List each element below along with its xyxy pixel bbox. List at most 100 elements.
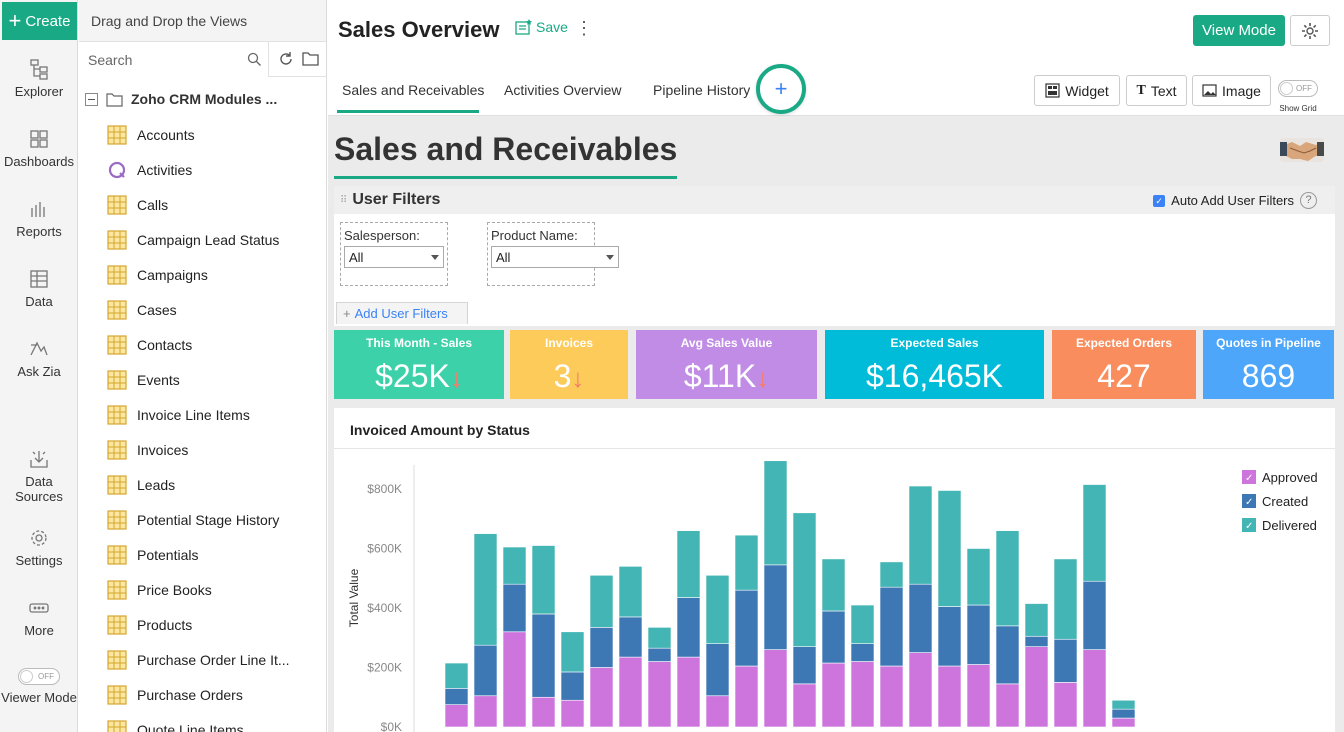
bar-segment-created	[966, 604, 991, 665]
widget-label: Widget	[1065, 82, 1109, 99]
bar-segment-delivered	[1082, 484, 1107, 582]
title-underline	[334, 176, 677, 179]
bar-segment-approved	[908, 652, 933, 728]
refresh-icon[interactable]	[278, 51, 294, 67]
save-button[interactable]: Save	[515, 18, 568, 36]
user-filters-title: User Filters	[352, 191, 441, 208]
module-name: Accounts	[137, 126, 195, 143]
rail-label: Data Sources	[15, 474, 63, 504]
module-item[interactable]: Accounts	[107, 117, 322, 152]
module-item[interactable]: Potential Stage History	[107, 502, 322, 537]
view-mode-button[interactable]: View Mode	[1193, 15, 1285, 46]
rail-item-data[interactable]: Data	[0, 268, 78, 309]
kpi-card[interactable]: Avg Sales Value $11K↓	[636, 330, 817, 399]
folder-icon[interactable]	[302, 51, 319, 66]
module-item[interactable]: Cases	[107, 292, 322, 327]
query-icon	[108, 161, 126, 178]
bar-segment-created	[502, 583, 527, 633]
rail-item-settings[interactable]: Settings	[0, 527, 78, 568]
table-icon	[107, 614, 127, 635]
create-button[interactable]: + Create	[2, 2, 77, 40]
bar-segment-delivered	[531, 545, 556, 615]
module-item[interactable]: Leads	[107, 467, 322, 502]
handshake-icon	[1280, 138, 1324, 162]
module-name: Events	[137, 371, 180, 388]
settings-button[interactable]	[1290, 15, 1330, 46]
rail-item-reports[interactable]: Reports	[0, 198, 78, 239]
toggle-state: OFF	[1296, 84, 1312, 93]
tab-pipeline-history[interactable]: Pipeline History	[653, 82, 751, 98]
module-item[interactable]: Contacts	[107, 327, 322, 362]
search-icon[interactable]	[247, 52, 262, 67]
add-image-button[interactable]: Image	[1192, 75, 1271, 106]
kpi-value: 427	[1097, 358, 1151, 394]
bar-segment-approved	[937, 665, 962, 728]
drag-handle-icon[interactable]: ⠿	[340, 194, 347, 206]
tab-activities-overview[interactable]: Activities Overview	[504, 82, 622, 98]
rail-item-dashboards[interactable]: Dashboards	[0, 128, 78, 169]
kpi-card[interactable]: Expected Sales $16,465K	[825, 330, 1044, 399]
table-icon	[107, 369, 127, 390]
help-icon[interactable]: ?	[1300, 192, 1317, 209]
module-item[interactable]: Price Books	[107, 572, 322, 607]
bar-segment-approved	[618, 656, 643, 728]
auto-add-checkbox[interactable]: ✓	[1153, 194, 1166, 207]
rail-item-data-sources[interactable]: Data Sources	[0, 448, 78, 504]
kpi-card[interactable]: Expected Orders 427	[1052, 330, 1196, 399]
kpi-value: 3	[553, 358, 572, 394]
rail-label: Viewer Mode	[1, 690, 77, 705]
module-item[interactable]: Purchase Orders	[107, 677, 322, 712]
add-widget-button[interactable]: Widget	[1034, 75, 1120, 106]
filter-salesperson: Salesperson: All	[340, 222, 448, 286]
kebab-menu-icon[interactable]: ⋮	[575, 18, 593, 38]
legend-check-icon: ✓	[1245, 473, 1253, 484]
rail-item-more[interactable]: More	[0, 597, 78, 638]
product-name-select[interactable]: All	[491, 246, 619, 268]
table-icon	[107, 229, 127, 250]
bar-segment-created	[1082, 580, 1107, 650]
add-tab-button[interactable]: +	[756, 64, 806, 114]
bar-segment-approved	[676, 656, 701, 728]
bar-segment-created	[589, 627, 614, 668]
search-input[interactable]	[79, 42, 269, 77]
viewer-mode-toggle[interactable]: OFF Viewer Mode	[0, 668, 78, 705]
folder-icon	[106, 92, 123, 107]
module-item[interactable]: Potentials	[107, 537, 322, 572]
data-sources-icon	[30, 451, 48, 468]
y-axis-label: Total Value	[347, 568, 361, 627]
add-user-filters-button[interactable]: + Add User Filters	[336, 302, 468, 324]
module-item[interactable]: Activities	[107, 152, 322, 187]
collapse-icon[interactable]	[85, 92, 98, 106]
module-item[interactable]: Quote Line Items	[107, 712, 322, 732]
salesperson-select[interactable]: All	[344, 246, 444, 268]
toggle-switch[interactable]: OFF	[1278, 80, 1318, 97]
kpi-value-wrap: $11K↓	[636, 358, 817, 395]
bar-segment-delivered	[705, 574, 730, 644]
module-item[interactable]: Calls	[107, 187, 322, 222]
module-item[interactable]: Products	[107, 607, 322, 642]
bar-segment-approved	[792, 683, 817, 728]
module-name: Activities	[137, 161, 193, 178]
module-tree-root[interactable]: Zoho CRM Modules ...	[85, 86, 277, 112]
tab-sales-and-receivables[interactable]: Sales and Receivables	[342, 82, 485, 98]
module-item[interactable]: Campaign Lead Status	[107, 222, 322, 257]
table-icon	[107, 299, 127, 320]
active-tab-indicator	[337, 110, 479, 113]
kpi-card[interactable]: Quotes in Pipeline 869	[1203, 330, 1334, 399]
kpi-card[interactable]: Invoices 3↓	[510, 330, 628, 399]
rail-item-explorer[interactable]: Explorer	[0, 58, 78, 99]
filter-label: Product Name:	[491, 228, 578, 243]
rail-item-ask-zia[interactable]: Ask Zia	[0, 338, 78, 379]
module-item[interactable]: Purchase Order Line It...	[107, 642, 322, 677]
kpi-card[interactable]: This Month - Sales $25K↓	[334, 330, 504, 399]
toggle-switch[interactable]: OFF	[18, 668, 60, 685]
select-value: All	[496, 249, 511, 265]
add-text-button[interactable]: T Text	[1126, 75, 1187, 106]
show-grid-toggle[interactable]: OFF Show Grid	[1278, 80, 1318, 113]
invoiced-amount-chart: $0K $200K $400K $600K $800K Total Value ✓ Appro…	[347, 460, 1318, 732]
module-item[interactable]: Events	[107, 362, 322, 397]
module-item[interactable]: Invoice Line Items	[107, 397, 322, 432]
module-item[interactable]: Campaigns	[107, 257, 322, 292]
module-item[interactable]: Invoices	[107, 432, 322, 467]
auto-add-user-filters[interactable]: ✓ Auto Add User Filters ?	[1153, 192, 1317, 209]
